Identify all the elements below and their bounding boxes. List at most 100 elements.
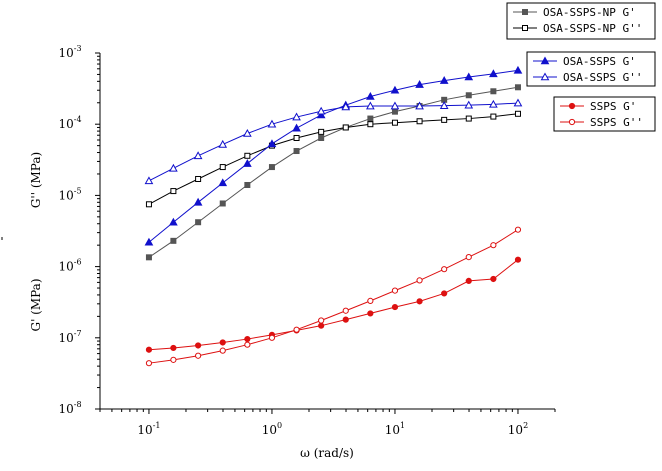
y-tick-label: 10-6 [58, 258, 81, 274]
y-tick-label: 10-3 [58, 44, 81, 60]
data-point [169, 163, 178, 172]
data-point [293, 326, 300, 333]
legend-frame [526, 51, 656, 87]
data-point [391, 119, 398, 126]
legend-label: OSA-SSPS-NP G'' [543, 22, 642, 35]
data-point [514, 226, 522, 233]
legend-swatch-marker [522, 25, 528, 31]
data-point [195, 175, 202, 182]
data-point [292, 112, 301, 121]
data-point [170, 237, 177, 244]
data-point [416, 277, 423, 284]
series-line-ssps-g-gpp [148, 229, 519, 364]
data-point [268, 334, 276, 341]
data-point [367, 310, 374, 317]
data-point [366, 91, 375, 100]
series-osa-ssps-np-g-gpp [145, 110, 521, 208]
data-point [490, 113, 497, 120]
data-point [342, 316, 349, 323]
data-point [514, 256, 522, 263]
data-point [489, 99, 498, 108]
data-point [170, 356, 177, 363]
data-point [391, 303, 399, 311]
data-point [465, 92, 472, 99]
y-tick-label: 10-8 [58, 400, 81, 416]
data-point [244, 152, 251, 159]
data-point [416, 118, 423, 125]
data-point [219, 339, 226, 346]
data-point [316, 110, 326, 119]
data-point [342, 307, 349, 314]
data-point [170, 188, 177, 195]
data-point [441, 266, 448, 273]
legend-label: SSPS G' [590, 100, 636, 113]
data-series [144, 65, 523, 367]
data-point [390, 85, 400, 94]
data-point [342, 124, 349, 131]
data-point [219, 200, 226, 207]
series-osa-ssps-np-g-gp [145, 84, 521, 261]
legend-swatch-marker [522, 9, 528, 15]
y-tick-label: 10-7 [58, 329, 81, 345]
data-point [218, 139, 228, 148]
data-point [170, 344, 177, 352]
data-point [367, 297, 374, 304]
data-point [293, 134, 300, 141]
legend-label: OSA-SSPS-NP G' [543, 6, 636, 19]
plot-frame [99, 53, 555, 410]
data-point [318, 317, 325, 324]
data-point [219, 347, 226, 354]
data-point [195, 219, 202, 226]
data-point [145, 254, 152, 261]
series-osa-ssps-g-gp [144, 65, 523, 246]
x-tick-label: 101 [385, 421, 405, 437]
data-point [391, 108, 398, 115]
data-point [415, 101, 424, 110]
data-point [490, 88, 497, 95]
data-point [390, 101, 400, 110]
axis-ticks: 10-1 100 101 102 10-8 10-7 10-6 10-5 10-4 10-3 [58, 44, 556, 437]
x-tick-label: 10-1 [137, 421, 160, 437]
x-tick-label: 102 [508, 421, 528, 437]
legends: OSA-SSPS-NP G' OSA-SSPS-NP G'' OSA-SSPS G'… [506, 2, 656, 132]
legend-label: OSA-SSPS G'' [563, 71, 642, 84]
data-point [268, 164, 275, 171]
data-point [145, 346, 153, 353]
data-point [441, 290, 448, 297]
legend-swatch-marker [568, 118, 576, 126]
data-point [243, 159, 252, 167]
legend-box: SSPS G' SSPS G'' [553, 96, 656, 132]
series-line-osa-ssps-g-gpp [148, 102, 518, 182]
legend-label: SSPS G'' [590, 116, 643, 129]
data-point [490, 275, 497, 283]
data-point [145, 360, 153, 367]
data-point [318, 322, 325, 329]
data-point [244, 335, 251, 343]
series-osa-ssps-g-gpp [144, 98, 523, 185]
data-point [244, 181, 251, 188]
data-point [367, 115, 374, 122]
series-line-ssps-g-gp [148, 259, 519, 351]
data-point [193, 197, 203, 206]
data-point [193, 151, 203, 160]
data-point [169, 217, 178, 226]
legend-swatch-marker [540, 72, 550, 81]
data-point [318, 134, 325, 141]
data-point [144, 237, 154, 246]
series-line-osa-ssps-g-gp [148, 69, 519, 243]
data-point [144, 176, 154, 185]
x-tick-label: 100 [262, 421, 282, 437]
data-point [513, 65, 523, 74]
series-ssps-g-gp [145, 256, 522, 353]
legend-swatch-marker [540, 56, 550, 65]
data-point [464, 72, 474, 81]
data-point [318, 128, 325, 135]
data-point [514, 110, 521, 117]
series-ssps-g-gpp [145, 226, 522, 367]
x-axis-label: ω (rad/s) [300, 446, 354, 460]
legend-frame [506, 2, 656, 40]
data-point [367, 121, 374, 128]
data-point [416, 298, 423, 305]
legend-label: OSA-SSPS G' [563, 55, 636, 68]
